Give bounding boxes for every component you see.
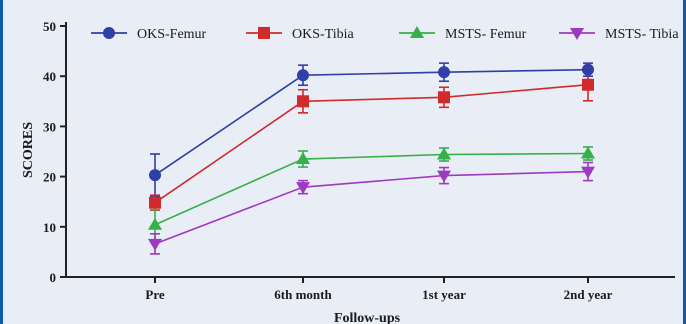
legend-label: OKS-Tibia xyxy=(292,27,355,42)
x-tick-label: 2nd year xyxy=(564,287,613,302)
data-point xyxy=(148,239,162,251)
y-tick-label: 50 xyxy=(43,19,56,34)
error-bars xyxy=(150,63,593,254)
axes: 0 10 20 30 40 50 Pre 6th month 1st year 2nd year xyxy=(43,19,675,302)
x-tick-label: 1st year xyxy=(422,287,466,302)
series-line xyxy=(155,70,588,175)
y-tick-label: 20 xyxy=(43,170,56,185)
x-tick-label: 6th month xyxy=(274,287,332,302)
data-point xyxy=(149,169,161,181)
data-point xyxy=(296,152,310,164)
x-tick-label: Pre xyxy=(145,287,164,302)
data-point xyxy=(582,79,594,91)
legend-marker xyxy=(410,26,424,38)
legend-marker xyxy=(570,28,584,40)
data-point xyxy=(297,69,309,81)
data-point xyxy=(297,95,309,107)
legend: OKS-Femur OKS-Tibia MSTS- Femur MSTS- Tibia xyxy=(91,26,679,42)
y-tick-label: 40 xyxy=(43,69,56,84)
data-point xyxy=(437,148,451,160)
data-point xyxy=(438,66,450,78)
legend-marker xyxy=(103,27,115,39)
x-axis-label: Follow-ups xyxy=(334,311,401,324)
legend-label: MSTS- Tibia xyxy=(605,27,679,42)
series-line xyxy=(155,85,588,203)
y-tick-label: 0 xyxy=(50,270,57,285)
data-point xyxy=(581,167,595,179)
data-point xyxy=(581,147,595,159)
series-line xyxy=(155,172,588,244)
data-point xyxy=(148,218,162,230)
data-point xyxy=(296,182,310,194)
legend-label: OKS-Femur xyxy=(137,27,207,42)
data-point xyxy=(582,64,594,76)
y-tick-label: 30 xyxy=(43,119,56,134)
data-point xyxy=(438,91,450,103)
data-point xyxy=(149,197,161,209)
legend-label: MSTS- Femur xyxy=(445,27,527,42)
y-tick-label: 10 xyxy=(43,220,56,235)
legend-marker xyxy=(258,27,270,39)
series-lines xyxy=(155,70,588,244)
y-axis-label: SCORES xyxy=(21,122,36,178)
series-line xyxy=(155,154,588,225)
